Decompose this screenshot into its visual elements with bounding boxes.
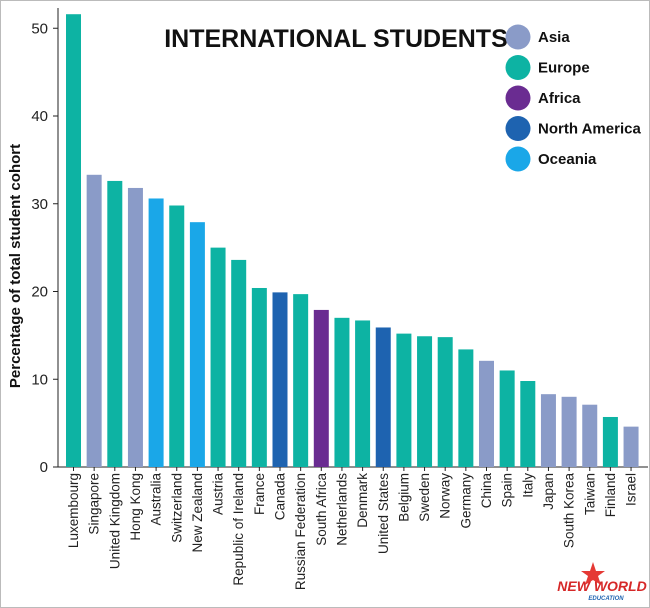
legend-swatch-africa	[505, 85, 531, 111]
bar-denmark	[355, 320, 371, 467]
y-tick-label: 20	[31, 284, 48, 301]
x-tick-label: Republic of Ireland	[231, 473, 246, 586]
bar-hong-kong	[127, 187, 143, 467]
bar-china	[479, 360, 494, 467]
bar-sweden	[417, 336, 433, 467]
bar-israel	[623, 426, 639, 467]
bar-switzerland	[169, 205, 185, 467]
legend-swatch-north-america	[505, 116, 531, 141]
legend-label: Oceania	[538, 151, 597, 168]
bar-united-states	[375, 327, 391, 467]
new-world-education-logo: NEW WORLD EDUCATION	[557, 562, 647, 602]
y-tick-label: 40	[31, 108, 48, 125]
x-tick-label: Taiwan	[582, 473, 597, 515]
bar-norway	[437, 337, 453, 467]
bar-austria	[210, 247, 226, 467]
x-tick-label: New Zealand	[190, 473, 205, 553]
bar-singapore	[86, 174, 102, 468]
x-tick-label: Netherlands	[334, 473, 349, 546]
x-tick-label: United Kingdom	[107, 473, 122, 569]
legend-swatch-oceania	[505, 146, 531, 172]
x-tick-label: Italy	[520, 473, 535, 498]
bar-belgium	[396, 333, 412, 467]
x-tick-label: Canada	[273, 473, 288, 521]
x-tick-label: United States	[376, 473, 391, 554]
bar-australia	[148, 198, 164, 468]
legend: Asia Europe Africa North America Oceania	[505, 24, 641, 172]
x-tick-label: Singapore	[87, 473, 102, 535]
bar-france	[251, 287, 267, 467]
bar-luxembourg	[66, 14, 81, 468]
legend-label: Asia	[538, 29, 570, 46]
bar-finland	[602, 416, 618, 467]
x-tick-label: Hong Kong	[128, 473, 143, 541]
y-tick-label: 0	[40, 459, 48, 476]
bar-spain	[499, 370, 515, 467]
bar-germany	[458, 349, 474, 467]
x-tick-label: Spain	[500, 473, 515, 508]
x-tick-label: Russian Federation	[293, 473, 308, 590]
x-tick-label: Austria	[211, 473, 226, 516]
bar-canada	[272, 292, 288, 467]
x-tick-label: Switzerland	[169, 473, 184, 543]
x-tick-label: Luxembourg	[66, 473, 81, 548]
logo-subtitle: EDUCATION	[588, 596, 624, 602]
x-tick-label: Australia	[149, 473, 164, 526]
y-tick-label: 30	[31, 196, 48, 213]
x-tick-label: Sweden	[417, 473, 432, 522]
x-tick-label: Finland	[603, 473, 618, 517]
bar-japan	[540, 394, 556, 467]
bars-group	[66, 14, 639, 468]
bar-russian-federation	[293, 294, 309, 467]
x-tick-label: Israel	[624, 473, 639, 506]
legend-swatch-europe	[505, 55, 531, 80]
legend-label: North America	[538, 121, 641, 138]
x-tick-label: Japan	[541, 473, 556, 510]
bar-united-kingdom	[107, 180, 123, 467]
x-tick-label: Norway	[438, 473, 453, 519]
bar-taiwan	[582, 404, 598, 467]
bar-new-zealand	[189, 222, 205, 467]
bar-italy	[520, 381, 536, 467]
x-tick-label: South Africa	[314, 473, 329, 546]
x-tick-label: Denmark	[355, 473, 370, 528]
y-tick-label: 50	[31, 20, 48, 37]
bar-republic-of-ireland	[231, 259, 247, 467]
x-tick-label: South Korea	[562, 473, 577, 549]
bar-south-africa	[313, 309, 329, 467]
bar-south-korea	[561, 396, 577, 467]
star-icon	[581, 562, 605, 585]
legend-label: Europe	[538, 60, 590, 77]
y-axis-label: Percentage of total student cohort	[7, 144, 24, 388]
bar-netherlands	[334, 317, 350, 467]
x-tick-labels: Luxembourg Singapore United Kingdom Hong Ko…	[66, 473, 639, 591]
x-tick-label: Belgium	[396, 473, 411, 522]
logo-title: NEW WORLD	[557, 578, 646, 594]
y-tick-label: 10	[31, 371, 48, 388]
x-tick-label: China	[479, 473, 494, 509]
legend-swatch-asia	[505, 24, 531, 50]
x-tick-label: Germany	[458, 473, 473, 529]
x-tick-label: France	[252, 473, 267, 515]
legend-label: Africa	[538, 90, 581, 107]
chart-title: INTERNATIONAL STUDENTS	[164, 25, 508, 53]
